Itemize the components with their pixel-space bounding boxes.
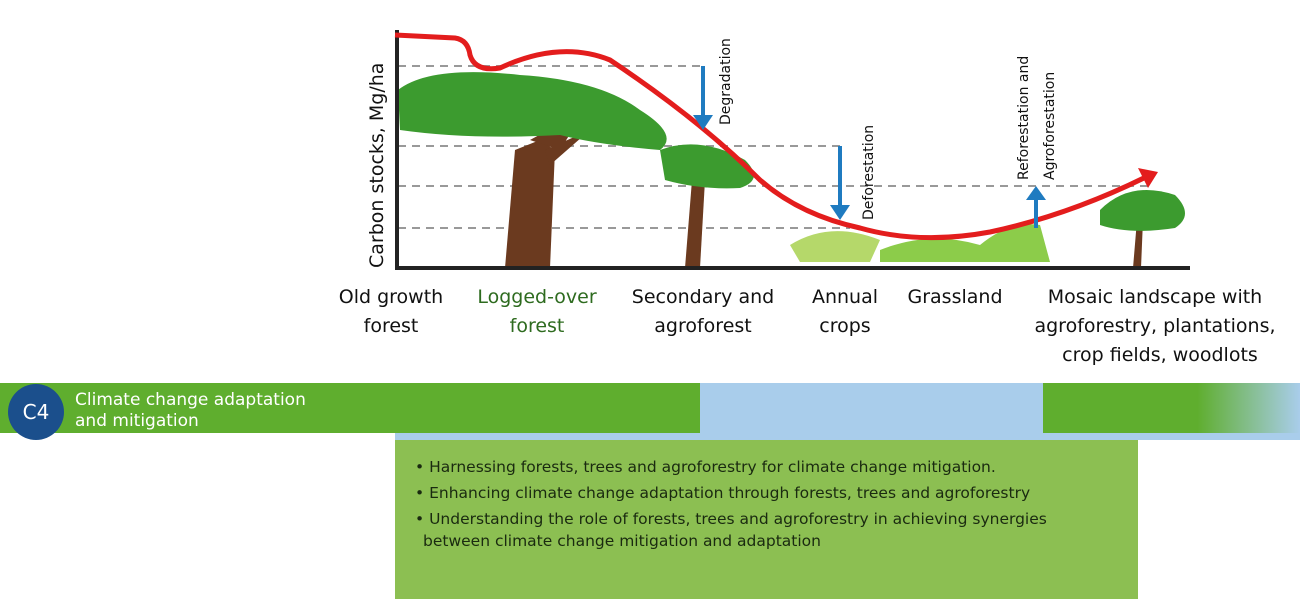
stage-label: Old growth (339, 286, 443, 308)
banner-title: and mitigation (75, 411, 199, 431)
stage-label: crop fields, woodlots (1062, 344, 1258, 366)
stage-label: forest (510, 315, 565, 337)
stage-label: agroforestry, plantations, (1034, 315, 1275, 337)
stage-label: Grassland (908, 286, 1003, 308)
bullet: Harnessing forests, trees and agroforest… (413, 456, 1118, 478)
stage-label: Mosaic landscape with (1048, 286, 1262, 308)
trees (398, 72, 1185, 268)
arrow-label: Deforestation (861, 125, 877, 220)
banner-code: C4 (23, 400, 50, 424)
stage-labels: Old growth forest Logged-over forest Sec… (339, 286, 1276, 366)
stage-label: Secondary and (632, 286, 774, 308)
stage-label: Annual (812, 286, 878, 308)
stage-label: forest (364, 315, 419, 337)
y-axis-label: Carbon stocks, Mg/ha (366, 63, 388, 268)
arrow-label: Degradation (718, 38, 734, 125)
stage-label: Logged-over (477, 286, 597, 308)
banner-title: Climate change adaptation (75, 390, 306, 410)
stage-label: crops (819, 315, 870, 337)
bullet-box: Harnessing forests, trees and agroforest… (395, 440, 1138, 599)
arrow-label: Reforestation and (1016, 56, 1032, 180)
stage-label: agroforest (654, 315, 751, 337)
bullet: Understanding the role of forests, trees… (413, 508, 1118, 552)
arrow-label: Agroforestation (1042, 72, 1058, 180)
bullet: Enhancing climate change adaptation thro… (413, 482, 1118, 504)
banner-bar (1043, 383, 1300, 433)
page: Carbon stocks, Mg/ha Degradation Defores… (0, 0, 1300, 599)
